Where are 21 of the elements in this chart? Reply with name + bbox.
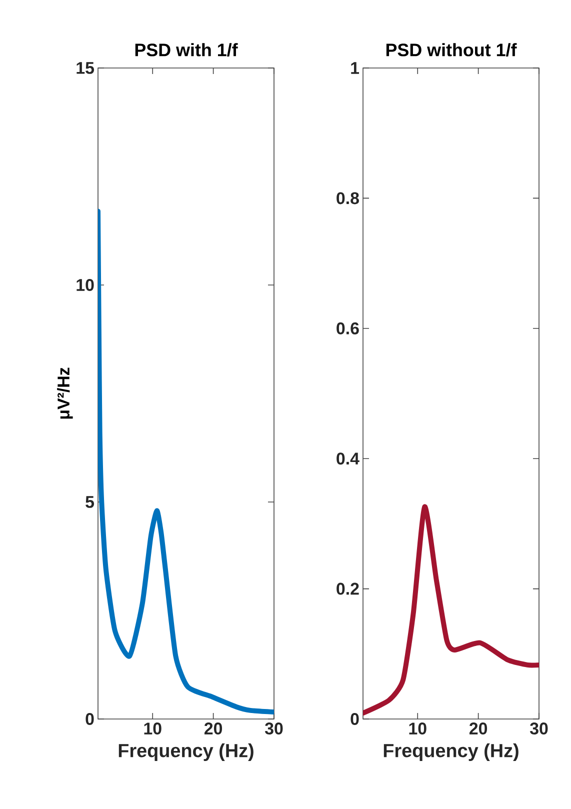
y-tick-label: 5 — [86, 496, 94, 508]
y-axis-title: μV²/Hz — [57, 368, 73, 419]
x-tick-label: 20 — [469, 722, 488, 735]
x-tick-label: 30 — [264, 722, 283, 735]
y-tick-label: 0 — [350, 713, 359, 725]
y-tick-label: 15 — [76, 62, 94, 74]
x-axis-title: Frequency (Hz) — [118, 743, 254, 762]
chart-title: PSD with 1/f — [135, 43, 238, 56]
y-tick-label: 0.8 — [336, 192, 359, 204]
y-tick-label: 0.6 — [336, 322, 359, 334]
y-tick-label: 0.2 — [336, 582, 359, 595]
x-axis-title: Frequency (Hz) — [384, 743, 518, 762]
x-tick-label: 20 — [204, 722, 222, 735]
y-tick-label: 0.4 — [336, 452, 360, 465]
y-tick-label: 0 — [86, 713, 94, 725]
x-tick-label: 10 — [409, 722, 426, 735]
y-tick-label: 1 — [351, 62, 360, 74]
chart-title: PSD without 1/f — [386, 43, 517, 56]
y-tick-label: 10 — [76, 278, 94, 291]
x-tick-label: 30 — [530, 722, 548, 735]
x-tick-label: 10 — [144, 722, 162, 735]
